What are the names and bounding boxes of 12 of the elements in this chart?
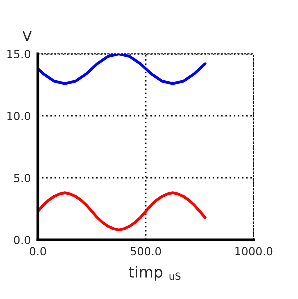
x-axis-title: timp xyxy=(129,266,163,281)
y-tick-label: 0.0 xyxy=(14,236,30,244)
line-series xyxy=(38,54,207,86)
x-tick-label: 500.0 xyxy=(130,247,162,256)
y-tick-label: 10.0 xyxy=(8,112,30,120)
y-tick-label: 5.0 xyxy=(14,174,30,182)
x-tick-label: 0.0 xyxy=(30,247,46,256)
y-axis-title: V xyxy=(22,31,32,42)
line-series xyxy=(38,192,207,232)
x-tick-label: 1000.0 xyxy=(236,247,273,256)
text: uS xyxy=(170,272,181,280)
y-tick-label: 15.0 xyxy=(8,50,30,58)
